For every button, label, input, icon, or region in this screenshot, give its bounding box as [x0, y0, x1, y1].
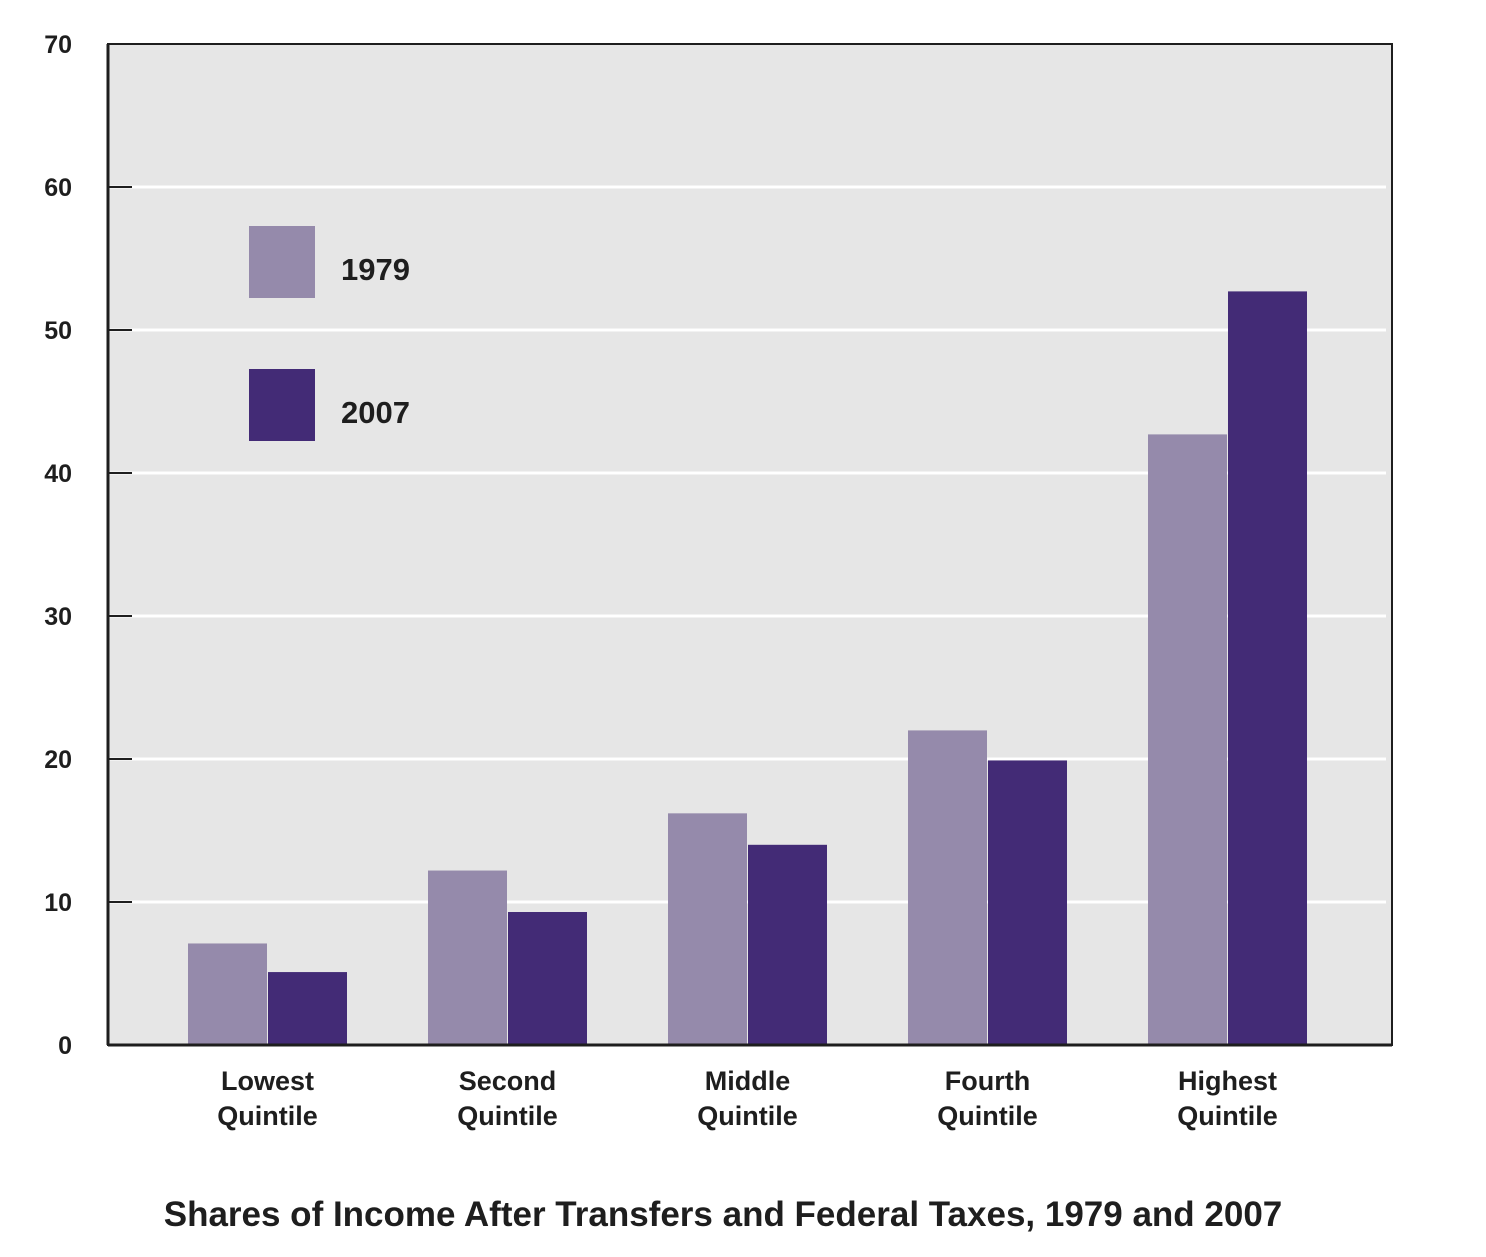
- x-axis-categories: Lowest Quintile Second Quintile Middle Quinti…: [217, 1066, 1278, 1131]
- x-category-label: Lowest: [221, 1066, 314, 1096]
- bar-1979-1: [428, 870, 507, 1045]
- legend-label: 1979: [341, 252, 410, 287]
- y-axis-ticks: 0 10 20 30 40 50 60 70: [44, 31, 132, 1060]
- bar-2007-0: [268, 972, 347, 1045]
- bar-2007-3: [988, 760, 1067, 1045]
- bar-1979-3: [908, 730, 987, 1045]
- x-category-label: Middle: [705, 1066, 791, 1096]
- y-tick-label: 60: [44, 174, 72, 202]
- y-tick-label: 50: [44, 317, 72, 345]
- x-category-label: Second: [459, 1066, 557, 1096]
- y-tick-label: 30: [44, 603, 72, 631]
- bar-1979-2: [668, 813, 747, 1045]
- y-tick-label: 40: [44, 460, 72, 488]
- x-category-label: Quintile: [697, 1101, 798, 1131]
- legend-swatch-2007: [249, 369, 315, 441]
- grid-lines: [108, 185, 1386, 904]
- x-category-label: Quintile: [1177, 1101, 1278, 1131]
- bar-1979-4: [1148, 434, 1227, 1045]
- y-tick-label: 20: [44, 746, 72, 774]
- bar-2007-1: [508, 912, 587, 1045]
- bars: [188, 291, 1307, 1045]
- x-category-label: Quintile: [457, 1101, 558, 1131]
- y-tick-label: 0: [58, 1032, 72, 1060]
- bar-2007-2: [748, 844, 827, 1045]
- y-tick-label: 10: [44, 889, 72, 917]
- bar-1979-0: [188, 943, 267, 1045]
- x-category-label: Highest: [1178, 1066, 1277, 1096]
- x-category-label: Quintile: [217, 1101, 318, 1131]
- y-tick-label: 70: [44, 31, 72, 59]
- axes: [106, 43, 1393, 1047]
- bar-2007-4: [1228, 291, 1307, 1045]
- legend-swatch-1979: [249, 226, 315, 298]
- x-category-label: Quintile: [937, 1101, 1038, 1131]
- chart-title: Shares of Income After Transfers and Fed…: [164, 1195, 1283, 1234]
- legend-label: 2007: [341, 395, 410, 430]
- x-category-label: Fourth: [945, 1066, 1030, 1096]
- legend: 1979 2007: [249, 226, 410, 441]
